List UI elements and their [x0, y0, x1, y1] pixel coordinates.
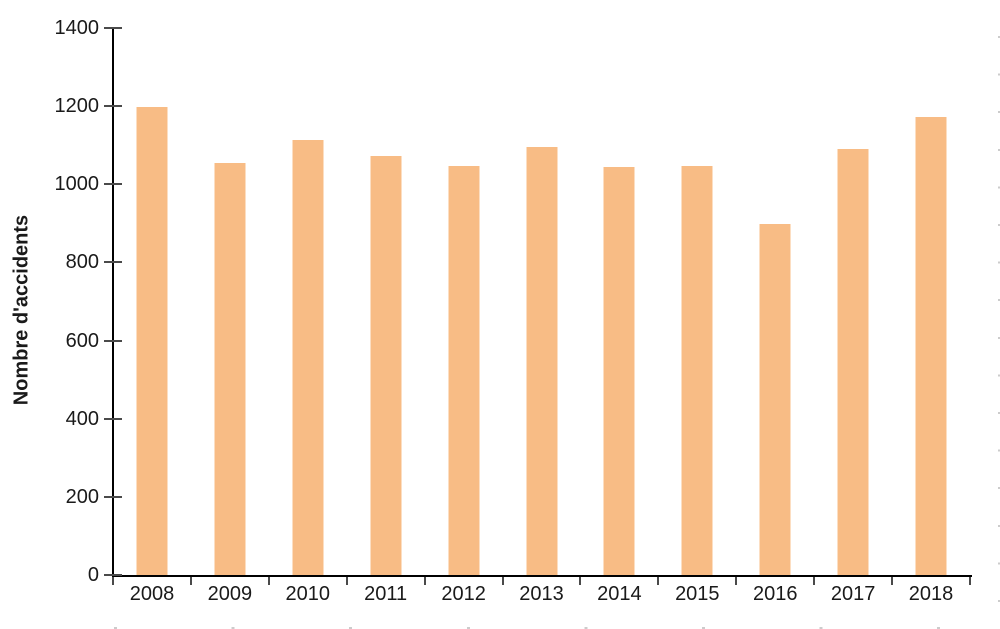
bar-2008	[136, 107, 168, 575]
right-edge-dotted-artifact	[998, 36, 1000, 611]
y-tick-label-200: 200	[65, 485, 99, 508]
x-tick	[501, 577, 504, 585]
x-tick-label-2008: 2008	[129, 583, 175, 605]
y-tick	[104, 339, 122, 342]
plot-area	[113, 28, 970, 575]
bar-2012	[448, 165, 480, 575]
x-tick-label-2014: 2014	[597, 583, 642, 605]
y-tick	[104, 183, 122, 186]
y-tick-label-0: 0	[87, 564, 99, 586]
x-tick-label-2010: 2010	[285, 583, 331, 605]
x-tick	[579, 577, 582, 585]
y-axis-line	[112, 28, 114, 577]
x-tick	[657, 577, 660, 585]
y-tick	[104, 495, 122, 498]
x-tick-label-2016: 2016	[752, 583, 798, 605]
bar-2009	[214, 162, 246, 575]
x-tick-label-2015: 2015	[675, 583, 720, 605]
y-tick-label-800: 800	[65, 251, 99, 274]
x-tick	[813, 577, 816, 585]
bar-2015	[681, 166, 713, 575]
y-tick	[104, 105, 122, 108]
y-tick	[104, 27, 122, 29]
x-tick-label-2013: 2013	[519, 583, 564, 605]
x-tick	[189, 577, 192, 585]
x-axis-line	[112, 575, 972, 577]
x-tick-label-2011: 2011	[364, 583, 408, 605]
y-axis-title: Nombre d'accidents	[10, 214, 33, 406]
y-tick	[104, 574, 122, 576]
bar-2011	[370, 155, 402, 575]
bar-2010	[292, 139, 324, 575]
x-tick-label-2009: 2009	[207, 583, 253, 605]
x-tick	[969, 577, 971, 585]
y-tick-label-1400: 1400	[54, 17, 100, 39]
y-tick-label-1000: 1000	[54, 173, 100, 196]
bar-2016	[759, 224, 791, 575]
bottom-edge-dotted-artifact	[114, 627, 974, 629]
y-tick-label-1200: 1200	[54, 95, 100, 118]
y-tick-label-600: 600	[65, 329, 99, 352]
x-tick-label-2012: 2012	[441, 583, 486, 605]
y-tick	[104, 417, 122, 420]
x-tick	[423, 577, 426, 585]
x-tick	[735, 577, 738, 585]
bar-2017	[837, 148, 869, 575]
bar-2018	[915, 117, 947, 575]
x-tick	[267, 577, 270, 585]
x-tick	[112, 577, 114, 585]
bar-2014	[603, 166, 635, 575]
x-tick-label-2017: 2017	[830, 583, 876, 605]
y-tick-label-400: 400	[65, 407, 99, 430]
bar-2013	[526, 146, 557, 575]
x-tick	[345, 577, 348, 585]
x-tick	[891, 577, 894, 585]
x-tick-label-2018: 2018	[908, 583, 954, 605]
y-tick	[104, 261, 122, 264]
